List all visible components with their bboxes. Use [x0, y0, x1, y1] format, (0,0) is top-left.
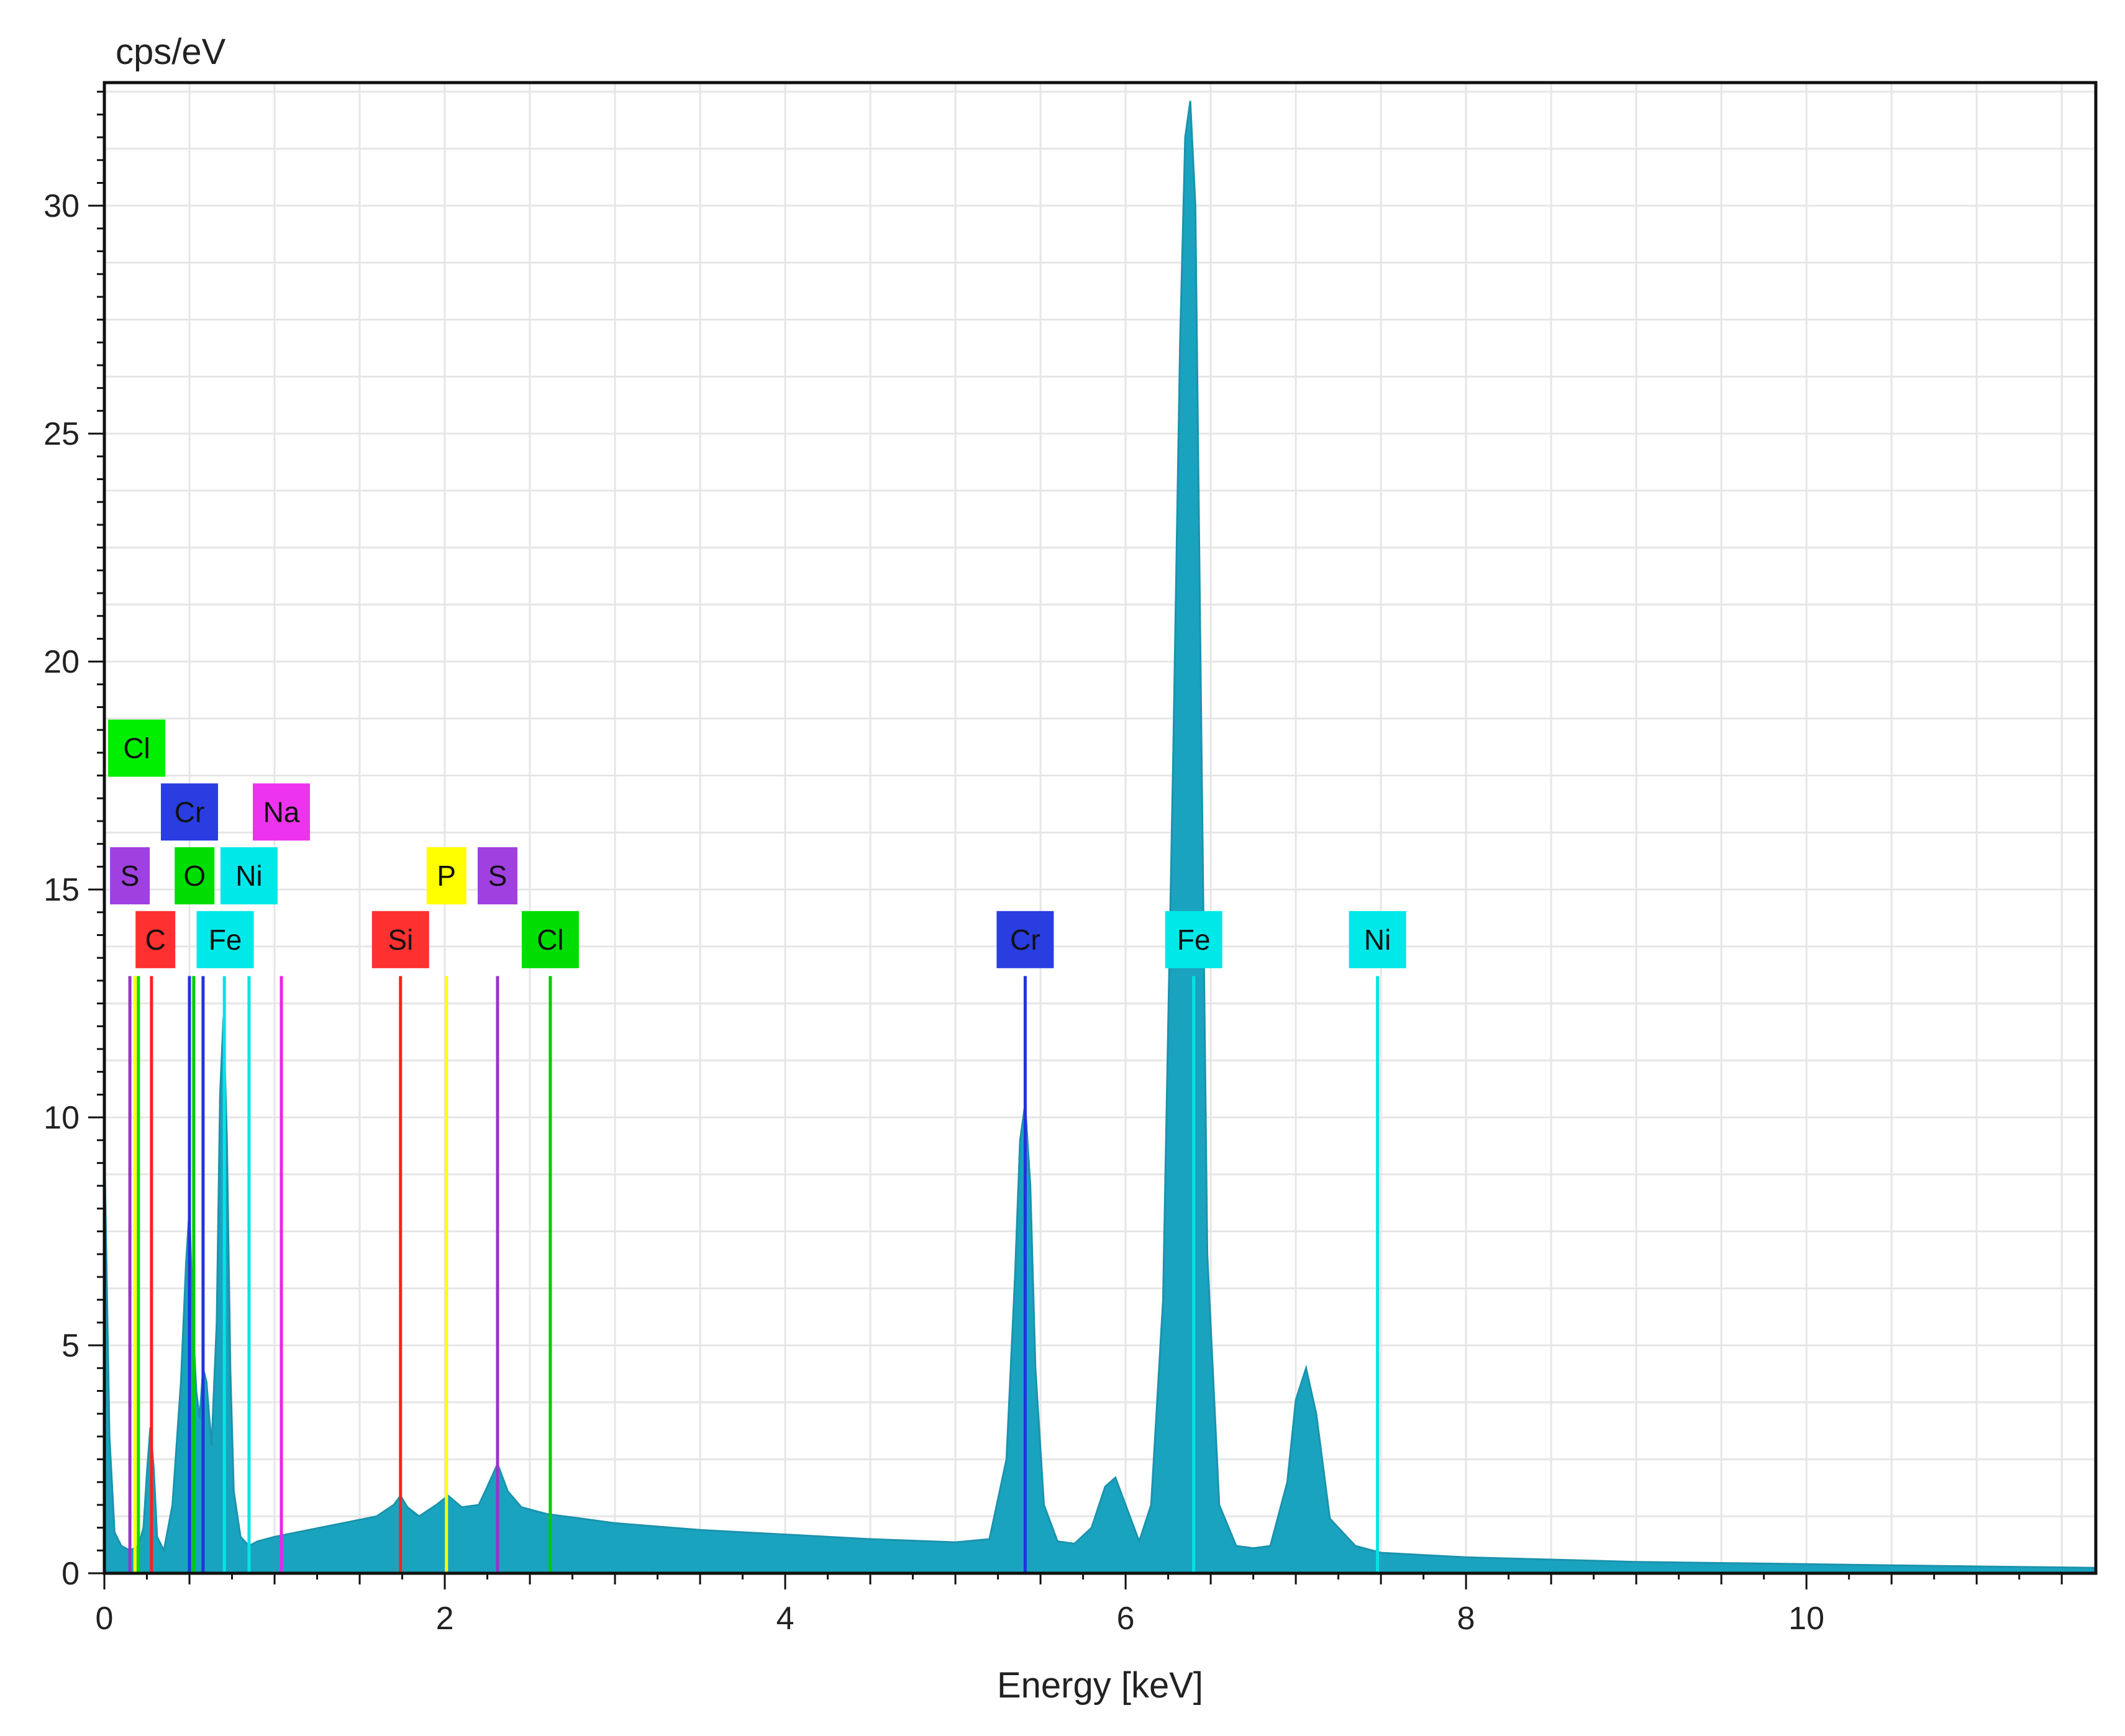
element-label-text: Cr: [175, 796, 205, 828]
element-label-box: [1165, 911, 1222, 968]
element-label: Fe: [196, 911, 254, 968]
element-label: Na: [252, 783, 310, 841]
element-label-text: O: [183, 860, 206, 892]
y-tick-label: 25: [43, 416, 80, 452]
peak-marker-layer: [128, 976, 1380, 1573]
element-label-text: Cr: [1010, 924, 1040, 956]
element-label: Cr: [161, 783, 219, 841]
element-label: Fe: [1165, 911, 1222, 968]
element-label-box: [110, 847, 150, 905]
element-label: S: [110, 847, 150, 905]
y-tick-labels: 0 5 10 15 20 25 30: [43, 188, 80, 1592]
x-tick-labels: 0 2 4 6 8 10: [96, 1601, 1825, 1637]
element-label-box: [426, 847, 466, 905]
element-label-box: [1349, 911, 1406, 968]
x-axis-title: Energy [keV]: [997, 1665, 1203, 1706]
element-label: Cl: [108, 719, 166, 777]
element-label-box: [108, 719, 166, 777]
element-label-box: [996, 911, 1054, 968]
element-label-box: [521, 911, 579, 968]
x-tick-label: 2: [436, 1601, 454, 1637]
x-tick-label: 10: [1788, 1601, 1824, 1637]
element-label: Si: [371, 911, 429, 968]
axis-ticks: [88, 91, 2063, 1589]
element-label-box: [196, 911, 254, 968]
grid-lines: [104, 83, 2096, 1573]
element-label-box: [161, 783, 219, 841]
element-label: O: [175, 847, 215, 905]
element-label-text: Si: [388, 924, 413, 956]
element-label-text: Na: [263, 796, 300, 828]
plot-frame: [102, 81, 2098, 1575]
element-label: Cl: [521, 911, 579, 968]
x-tick-label: 8: [1457, 1601, 1475, 1637]
y-tick-label: 5: [61, 1328, 80, 1364]
x-tick-label: 4: [776, 1601, 794, 1637]
element-label-text: Fe: [1177, 924, 1211, 956]
y-tick-label: 0: [61, 1556, 80, 1592]
y-axis-title: cps/eV: [116, 32, 226, 72]
y-tick-label: 15: [43, 872, 80, 908]
element-label: P: [426, 847, 466, 905]
element-label-box: [371, 911, 429, 968]
y-tick-label: 20: [43, 644, 80, 680]
element-label-text: S: [488, 860, 507, 892]
element-label: S: [477, 847, 517, 905]
element-label-text: Ni: [235, 860, 262, 892]
element-label: Cr: [996, 911, 1054, 968]
element-label-text: Cl: [537, 924, 563, 956]
y-tick-label: 30: [43, 188, 80, 224]
element-label-text: P: [437, 860, 456, 892]
y-tick-label: 10: [43, 1100, 80, 1136]
element-label: Ni: [220, 847, 278, 905]
element-label-box: [477, 847, 517, 905]
element-label-box: [135, 911, 176, 968]
element-label-text: Ni: [1364, 924, 1391, 956]
x-tick-label: 0: [96, 1601, 114, 1637]
element-label-box: [252, 783, 310, 841]
element-label: C: [135, 911, 176, 968]
x-tick-label: 6: [1117, 1601, 1135, 1637]
element-label-box: [175, 847, 215, 905]
element-label: Ni: [1349, 911, 1406, 968]
element-label-box: [220, 847, 278, 905]
element-label-text: S: [121, 860, 140, 892]
element-label-text: C: [145, 924, 166, 956]
element-label-text: Fe: [209, 924, 242, 956]
element-label-text: Cl: [123, 732, 150, 765]
